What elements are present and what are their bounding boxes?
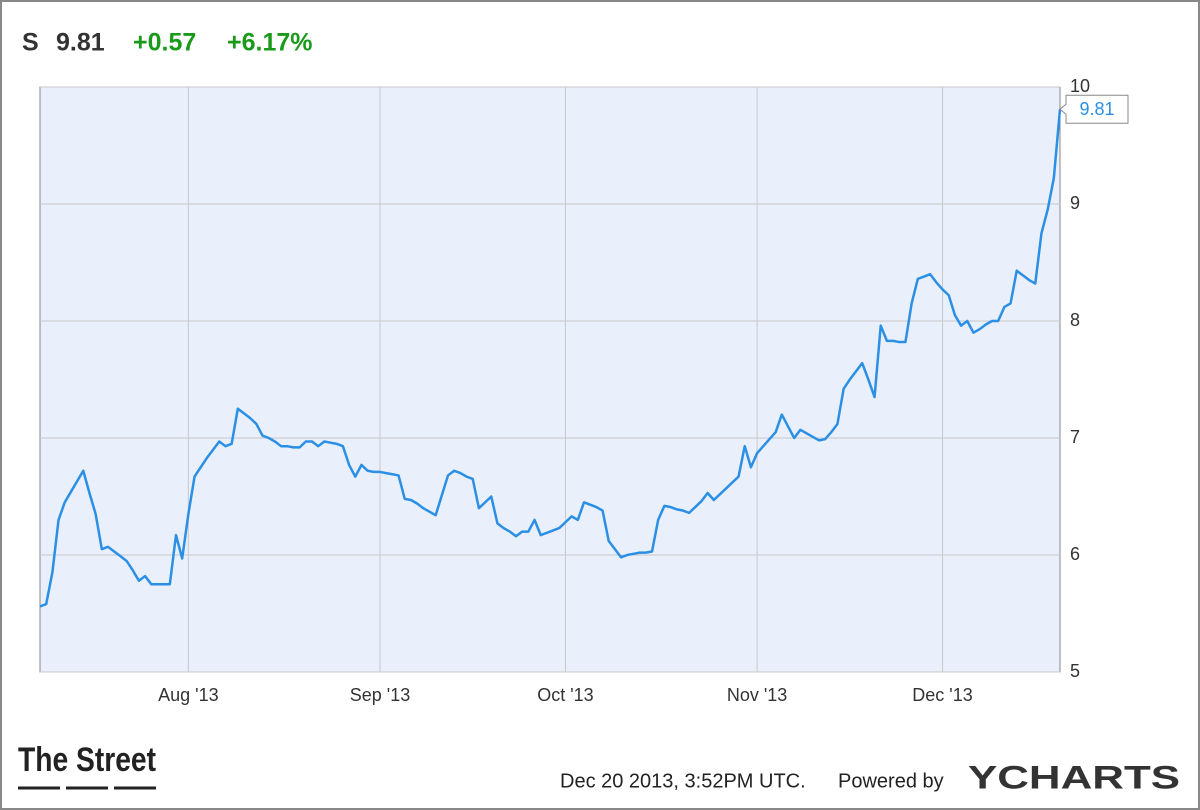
x-tick-label: Oct '13: [537, 685, 593, 705]
grid: [40, 86, 1060, 673]
y-tick-label: 7: [1070, 427, 1080, 447]
y-tick-label: 9: [1070, 193, 1080, 213]
y-tick-label: 8: [1070, 310, 1080, 330]
timestamp: Dec 20 2013, 3:52PM UTC.: [560, 770, 806, 792]
change-pct: +6.17%: [227, 29, 313, 57]
price: 9.81: [56, 29, 105, 57]
marks: 9.81: [39, 94, 1129, 608]
last-value-label: 9.81: [1079, 99, 1114, 119]
change: +0.57: [133, 29, 196, 57]
x-tick-label: Sep '13: [350, 685, 411, 705]
y-tick-label: 6: [1070, 544, 1080, 564]
x-tick-label: Dec '13: [912, 685, 972, 705]
price-line: [39, 109, 1062, 608]
x-tick-label: Aug '13: [158, 685, 219, 705]
powered-by: Powered by: [838, 770, 944, 792]
plot-area: [39, 86, 1061, 673]
y-tick-label: 10: [1070, 76, 1090, 96]
x-tick-label: Nov '13: [727, 685, 787, 705]
logo: The Street: [18, 741, 156, 779]
last-value-box: [1059, 94, 1129, 124]
symbol: S: [22, 29, 39, 57]
brand: YCHARTS: [968, 759, 1180, 795]
y-tick-label: 5: [1070, 661, 1080, 681]
